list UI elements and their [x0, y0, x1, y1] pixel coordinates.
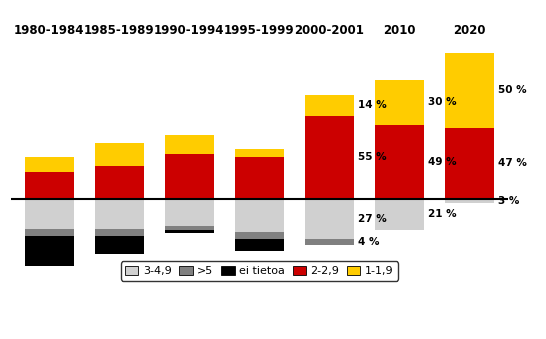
Bar	[165, 226, 214, 230]
Bar	[305, 239, 354, 245]
Bar	[305, 116, 354, 199]
Bar	[165, 136, 214, 154]
Bar	[95, 236, 144, 254]
Legend: 3-4,9, >5, ei tietoa, 2-2,9, 1-1,9: 3-4,9, >5, ei tietoa, 2-2,9, 1-1,9	[121, 261, 398, 281]
Bar	[95, 143, 144, 165]
Text: 3 %: 3 %	[498, 196, 519, 206]
Bar	[165, 199, 214, 226]
Text: 14 %: 14 %	[358, 100, 387, 111]
Text: 4 %: 4 %	[358, 237, 379, 247]
Bar	[95, 165, 144, 199]
Bar	[235, 239, 284, 251]
Bar	[445, 53, 494, 128]
Text: 30 %: 30 %	[428, 97, 456, 107]
Bar	[235, 232, 284, 239]
Text: 21 %: 21 %	[428, 210, 456, 219]
Bar	[305, 199, 354, 239]
Bar	[25, 199, 74, 229]
Bar	[375, 199, 424, 230]
Bar	[165, 154, 214, 199]
Bar	[95, 199, 144, 229]
Bar	[25, 229, 74, 236]
Bar	[25, 236, 74, 266]
Bar	[375, 80, 424, 125]
Bar	[25, 172, 74, 199]
Bar	[445, 128, 494, 199]
Text: 47 %: 47 %	[498, 158, 527, 168]
Bar	[235, 157, 284, 199]
Bar	[235, 199, 284, 232]
Text: 49 %: 49 %	[428, 157, 456, 167]
Bar	[375, 125, 424, 199]
Bar	[235, 149, 284, 157]
Bar	[305, 95, 354, 116]
Text: 27 %: 27 %	[358, 214, 387, 224]
Bar	[95, 229, 144, 236]
Bar	[25, 157, 74, 172]
Bar	[445, 199, 494, 203]
Text: 50 %: 50 %	[498, 85, 526, 95]
Text: 55 %: 55 %	[358, 152, 387, 162]
Bar	[165, 230, 214, 233]
